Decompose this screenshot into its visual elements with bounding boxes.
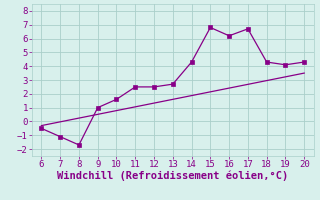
- X-axis label: Windchill (Refroidissement éolien,°C): Windchill (Refroidissement éolien,°C): [57, 171, 288, 181]
